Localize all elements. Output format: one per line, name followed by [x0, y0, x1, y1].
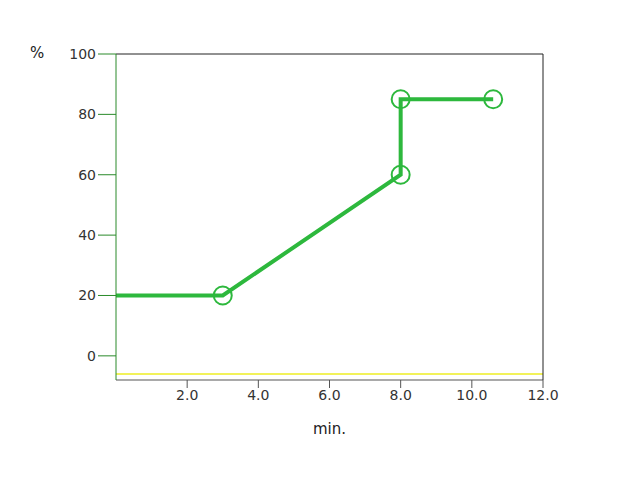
html-text:min.: min.: [313, 420, 346, 438]
svg-text:60: 60: [78, 167, 96, 183]
svg-text:0: 0: [87, 348, 96, 364]
svg-text:100: 100: [69, 46, 96, 62]
svg-text:80: 80: [78, 106, 96, 122]
svg-text:40: 40: [78, 227, 96, 243]
svg-text:6.0: 6.0: [318, 387, 340, 403]
svg-text:10.0: 10.0: [456, 387, 487, 403]
svg-text:8.0: 8.0: [390, 387, 412, 403]
svg-text:20: 20: [78, 287, 96, 303]
svg-text:4.0: 4.0: [247, 387, 269, 403]
svg-text:12.0: 12.0: [527, 387, 558, 403]
svg-text:2.0: 2.0: [176, 387, 198, 403]
